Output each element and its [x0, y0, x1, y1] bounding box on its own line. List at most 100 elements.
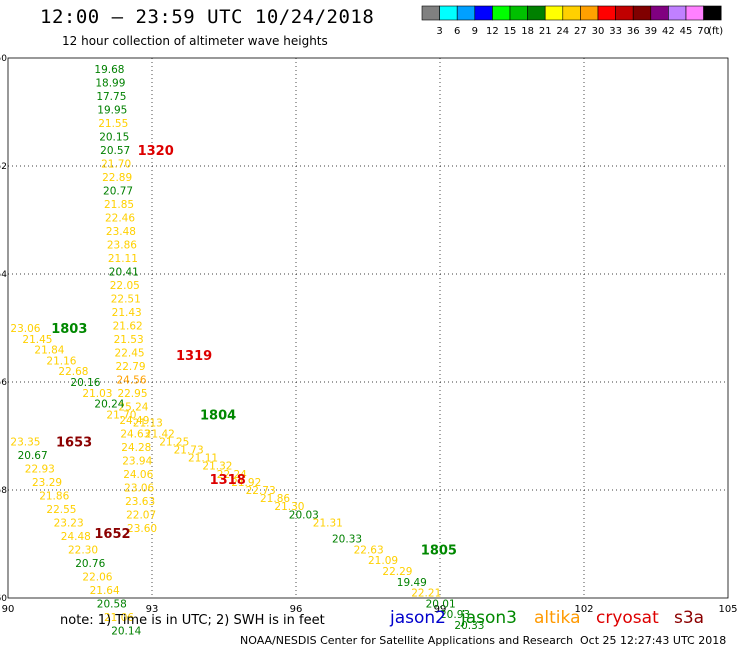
swh-data-point: 23.48 — [106, 226, 136, 238]
generated-timestamp: Oct 25 12:27:43 UTC 2018 — [580, 634, 727, 647]
y-tick-label: -54 — [0, 270, 7, 280]
swh-data-point: 21.64 — [90, 585, 120, 597]
swh-data-point: 22.51 — [111, 293, 141, 305]
colorbar-tick-label: 33 — [609, 26, 622, 37]
track-pass-label: 1319 — [176, 349, 212, 364]
swh-data-point: 20.16 — [70, 377, 100, 389]
swh-data-point: 21.16 — [46, 355, 76, 367]
swh-data-point: 22.63 — [354, 544, 384, 556]
x-tick-label: 90 — [2, 604, 15, 615]
swh-data-point: 21.09 — [368, 555, 398, 567]
swh-data-point: 20.57 — [100, 145, 130, 157]
swh-data-point: 23.06 — [124, 482, 154, 494]
colorbar-swatch — [456, 5, 476, 21]
swh-data-point: 21.25 — [159, 436, 189, 448]
swh-data-point: 21.31 — [313, 517, 343, 529]
colorbar-tick-label: 45 — [680, 26, 693, 37]
swh-data-point: 22.73 — [246, 485, 276, 497]
swh-data-point: 25.24 — [118, 401, 148, 413]
swh-data-point: 22.30 — [68, 544, 98, 556]
swh-data-point: 21.86 — [39, 490, 69, 502]
colorbar-tick-label: 27 — [574, 26, 587, 37]
colorbar-swatch — [544, 5, 564, 21]
swh-data-point: 21.03 — [82, 388, 112, 400]
colorbar-swatch — [685, 5, 704, 21]
y-tick-label: -60 — [0, 594, 7, 604]
chart-title: 12:00 – 23:59 UTC 10/24/2018 — [40, 6, 375, 28]
x-tick-label: 105 — [718, 604, 737, 615]
swh-data-point: 21.11 — [108, 253, 138, 265]
swh-data-point: 22.45 — [115, 347, 145, 359]
swh-data-point: 19.95 — [97, 104, 127, 116]
swh-data-point: 20.15 — [99, 131, 129, 143]
swh-data-point: 18.99 — [95, 77, 125, 89]
colorbar-swatch — [668, 5, 687, 21]
colorbar-unit: (ft) — [708, 26, 723, 37]
y-tick-label: -56 — [0, 378, 7, 388]
track-pass-label: 1320 — [138, 144, 174, 159]
colorbar-swatch — [597, 5, 616, 21]
colorbar-tick-label: 36 — [627, 26, 640, 37]
y-tick-label: -58 — [0, 486, 7, 496]
colorbar-tick-label: 9 — [472, 26, 478, 37]
swh-data-point: 21.62 — [113, 320, 143, 332]
swh-data-point: 22.55 — [46, 504, 76, 516]
track-pass-label: 1804 — [200, 408, 236, 423]
swh-data-point: 21.53 — [114, 334, 144, 346]
swh-data-point: 20.03 — [289, 509, 319, 521]
swh-data-point: 21.84 — [34, 345, 64, 357]
colorbar-swatch — [632, 5, 652, 21]
swh-data-point: 24.49 — [119, 415, 149, 427]
colorbar-tick-label: 21 — [539, 26, 552, 37]
colorbar-tick-label: 42 — [662, 26, 675, 37]
colorbar-swatch — [509, 5, 528, 21]
swh-data-point: 21.43 — [112, 307, 142, 319]
swh-data-point: 23.06 — [10, 323, 40, 335]
swh-data-point: 21.70 — [101, 158, 131, 170]
swh-data-point: 22.21 — [411, 588, 441, 600]
swh-data-point: 21.45 — [22, 334, 52, 346]
colorbar-swatch — [562, 5, 581, 21]
swh-data-point: 22.68 — [58, 366, 88, 378]
swh-data-point: 23.94 — [122, 455, 152, 467]
chart-subtitle: 12 hour collection of altimeter wave hei… — [62, 34, 328, 48]
y-tick-label: -52 — [0, 162, 7, 172]
footnote: note: 1) Time is in UTC; 2) SWH is in fe… — [60, 613, 325, 628]
swh-data-point: 23.23 — [54, 517, 84, 529]
swh-data-point: 23.35 — [10, 436, 40, 448]
credit-line: NOAA/NESDIS Center for Satellite Applica… — [240, 634, 574, 647]
swh-data-point: 21.73 — [174, 445, 204, 457]
track-pass-label: 1803 — [51, 322, 87, 337]
colorbar-tick-label: 24 — [556, 26, 569, 37]
colorbar-tick-label: 12 — [486, 26, 499, 37]
swh-data-point: 20.24 — [94, 399, 124, 411]
swh-data-point: 23.63 — [125, 496, 155, 508]
colorbar-swatch — [421, 5, 440, 21]
swh-data-point: 24.28 — [121, 442, 151, 454]
colorbar-swatch — [703, 5, 722, 21]
swh-data-point: 23.86 — [107, 239, 137, 251]
swh-data-point: 21.70 — [106, 409, 136, 421]
y-tick-label: -50 — [0, 54, 7, 64]
swh-data-point: 22.46 — [105, 212, 135, 224]
swh-data-point: 24.06 — [123, 469, 153, 481]
swh-data-point: 23.29 — [32, 477, 62, 489]
swh-data-point: 22.07 — [126, 509, 156, 521]
swh-data-point: 21.86 — [260, 493, 290, 505]
satellite-name-altika: altika — [534, 608, 581, 628]
swh-data-point: 22.29 — [382, 566, 412, 578]
colorbar-swatch — [615, 5, 634, 21]
satellite-name-cryosat: cryosat — [596, 608, 659, 628]
swh-data-point: 21.32 — [202, 461, 232, 473]
swh-data-point: 23.60 — [127, 523, 157, 535]
swh-data-point: 20.33 — [332, 534, 362, 546]
colorbar-tick-label: 6 — [454, 26, 460, 37]
swh-data-point: 24.56 — [116, 374, 146, 386]
colorbar-swatch — [650, 5, 669, 21]
colorbar-swatch — [580, 5, 599, 21]
satellite-name-jason3: jason3 — [461, 608, 517, 628]
swh-data-point: 22.05 — [110, 280, 140, 292]
satellite-name-s3a: s3a — [674, 608, 705, 628]
swh-data-point: 20.41 — [109, 266, 139, 278]
colorbar-swatch — [439, 5, 458, 21]
